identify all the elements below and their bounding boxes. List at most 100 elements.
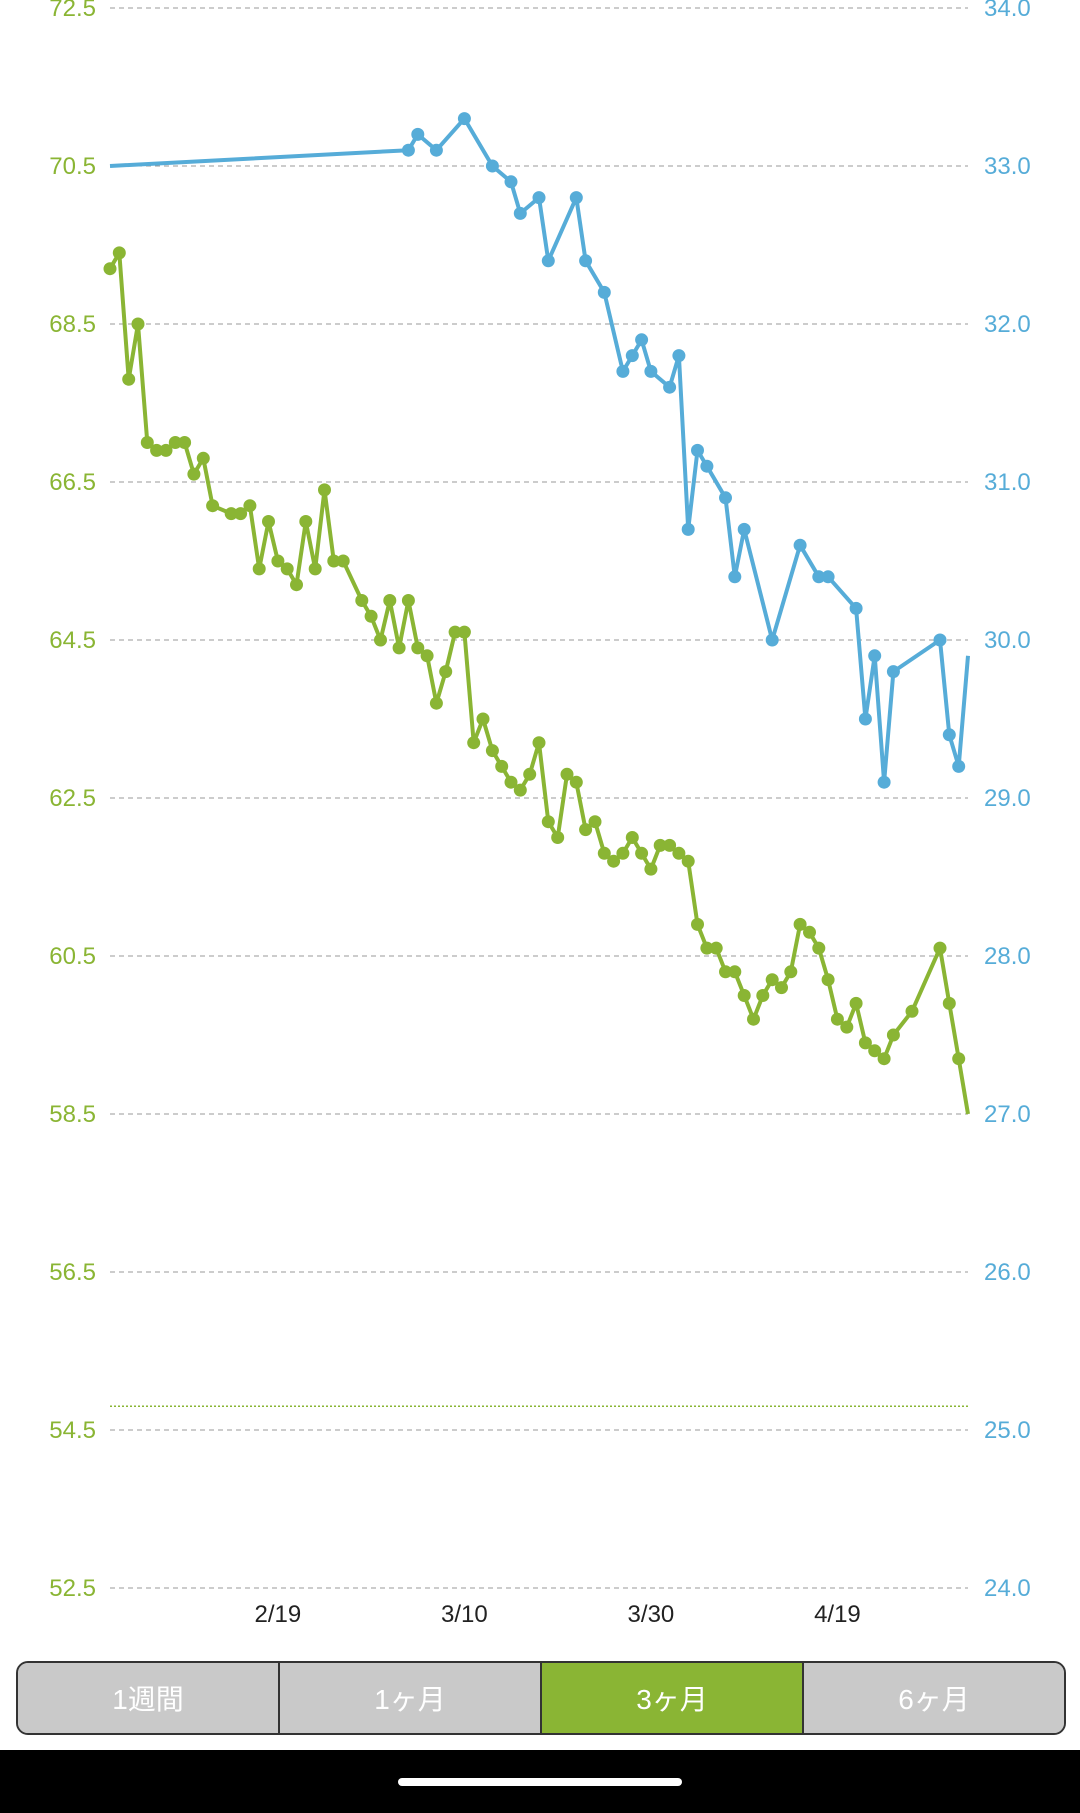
weight-data-point xyxy=(252,562,266,576)
weight-data-point xyxy=(429,696,443,710)
weight-data-point xyxy=(532,736,546,750)
left-tick-label: 54.5 xyxy=(49,1417,96,1444)
weight-data-point xyxy=(411,641,425,655)
left-tick-label: 64.5 xyxy=(49,627,96,654)
bmi-data-point xyxy=(737,522,751,536)
weight-data-point xyxy=(262,515,275,528)
weight-data-point xyxy=(942,996,956,1010)
weight-data-point xyxy=(504,775,518,789)
bmi-data-point xyxy=(728,570,742,584)
home-indicator[interactable] xyxy=(398,1778,682,1786)
bmi-data-point xyxy=(513,206,527,220)
weight-data-point xyxy=(560,767,574,781)
right-tick-label: 33.0 xyxy=(984,153,1031,180)
weight-data-point xyxy=(672,846,686,860)
weight-data-point xyxy=(747,1012,760,1026)
weight-data-point xyxy=(756,989,770,1002)
weight-data-point xyxy=(112,246,126,260)
bmi-data-point xyxy=(942,728,956,742)
bmi-data-point xyxy=(532,191,546,205)
bmi-data-point xyxy=(504,175,518,189)
weight-data-point xyxy=(234,507,248,521)
weight-data-point xyxy=(691,917,704,931)
weight-data-point xyxy=(597,846,611,860)
weight-data-point xyxy=(122,372,136,386)
bmi-data-point xyxy=(635,333,649,347)
grid-lines xyxy=(110,7,968,1589)
weight-data-point xyxy=(877,1052,891,1066)
weight-data-point xyxy=(793,917,807,931)
weight-data-point xyxy=(868,1044,882,1058)
weight-data-point xyxy=(765,973,779,987)
weight-data-point xyxy=(308,562,322,576)
weight-data-point xyxy=(392,641,406,655)
weight-data-point xyxy=(280,562,294,576)
weight-data-point xyxy=(541,815,555,829)
tab-1-month[interactable]: 1ヶ月 xyxy=(280,1663,542,1733)
weight-data-point xyxy=(952,1052,966,1066)
right-tick-label: 24.0 xyxy=(984,1575,1031,1602)
weight-data-point xyxy=(709,941,723,955)
weight-data-point xyxy=(150,443,164,457)
right-axis: 34.0 33.0 32.0 31.0 30.0 29.0 28.0 27.0 26.0 25.0… xyxy=(984,0,1031,1602)
weight-chart: 72.5 70.5 68.5 66.5 64.5 62.5 60.5 58.5 56.5 54.5… xyxy=(49,0,1031,1628)
weight-data-point xyxy=(905,1004,919,1018)
bmi-data-point xyxy=(858,712,872,726)
bmi-data-point xyxy=(597,285,611,299)
bmi-data-point xyxy=(569,191,583,205)
weight-data-point xyxy=(635,846,649,860)
weight-data-point xyxy=(224,507,238,521)
weight-data-point xyxy=(784,965,798,979)
weight-data-point xyxy=(886,1028,900,1042)
left-tick-label: 62.5 xyxy=(49,785,96,812)
weight-data-point xyxy=(243,499,257,513)
weight-data-point xyxy=(523,767,537,781)
weight-data-point xyxy=(271,554,285,568)
weight-data-point xyxy=(467,736,481,750)
weight-data-point xyxy=(700,941,714,955)
weight-data-point xyxy=(840,1020,854,1034)
weight-data-point xyxy=(131,317,145,331)
weight-data-point xyxy=(513,783,527,797)
weight-data-point xyxy=(327,554,341,568)
right-tick-label: 27.0 xyxy=(984,1101,1031,1128)
bmi-data-point xyxy=(625,349,639,363)
tab-3-months[interactable]: 3ヶ月 xyxy=(542,1663,804,1733)
weight-data-point xyxy=(168,436,182,449)
weight-data-point xyxy=(821,973,835,987)
bmi-data-point xyxy=(401,143,415,157)
bmi-data-point xyxy=(579,254,593,268)
right-tick-label: 25.0 xyxy=(984,1417,1031,1444)
weight-data-point xyxy=(830,1012,844,1026)
bmi-data-point xyxy=(616,364,630,378)
tab-1-week[interactable]: 1週間 xyxy=(18,1663,280,1733)
bmi-series-line xyxy=(109,116,970,785)
left-tick-label: 56.5 xyxy=(49,1259,96,1286)
bmi-data-point xyxy=(485,159,499,173)
weight-data-point xyxy=(159,443,173,457)
bmi-data-point xyxy=(429,143,443,157)
bmi-data-point xyxy=(868,649,882,663)
weight-data-point xyxy=(775,981,788,995)
weight-data-point xyxy=(728,965,742,979)
weight-data-point xyxy=(812,941,826,955)
weight-series-line xyxy=(108,250,970,1115)
bmi-data-point xyxy=(793,538,807,552)
x-axis: 2/19 3/10 3/30 4/19 xyxy=(255,1601,861,1628)
weight-data-point xyxy=(439,665,453,679)
weight-data-point xyxy=(569,775,583,789)
weight-data-point xyxy=(849,996,863,1010)
bmi-data-point xyxy=(411,127,425,141)
weight-data-point xyxy=(485,744,499,758)
weight-data-point xyxy=(206,499,220,513)
bmi-data-point xyxy=(644,364,658,378)
weight-data-point xyxy=(364,609,378,623)
right-tick-label: 31.0 xyxy=(984,469,1031,496)
weight-data-point xyxy=(336,554,350,568)
weight-data-point xyxy=(681,854,695,868)
bmi-data-point xyxy=(933,633,947,647)
weight-data-point xyxy=(719,965,732,979)
tab-6-months[interactable]: 6ヶ月 xyxy=(804,1663,1064,1733)
weight-data-point xyxy=(103,262,117,276)
bmi-data-point xyxy=(877,775,891,789)
